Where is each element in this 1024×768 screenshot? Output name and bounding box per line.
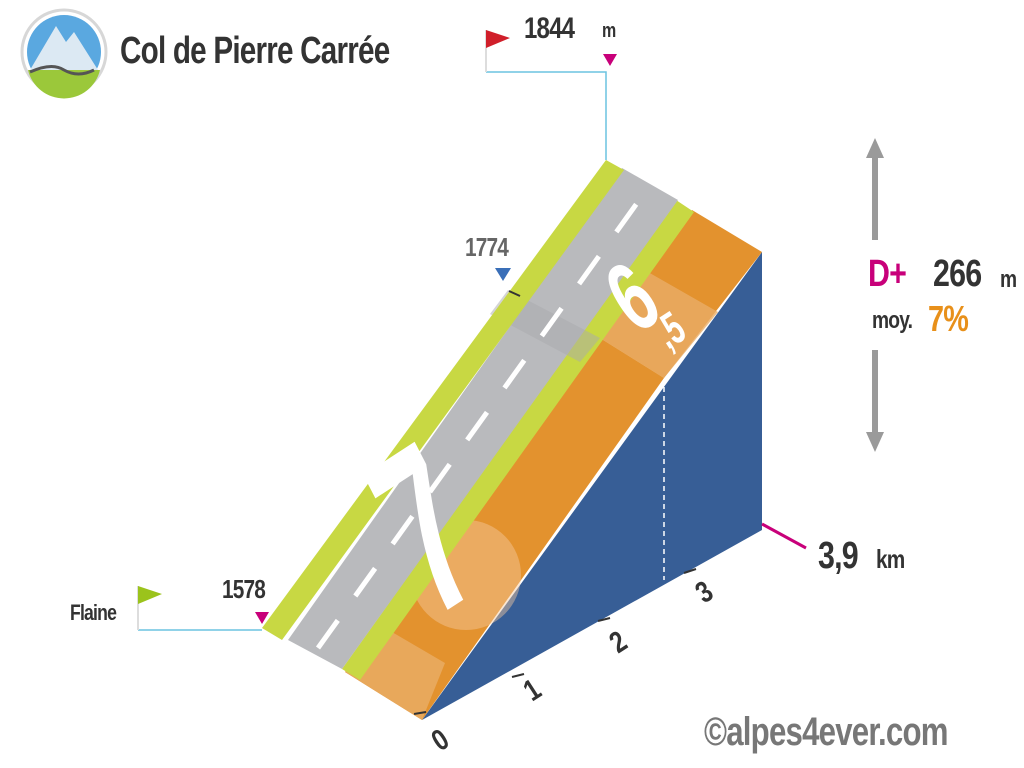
distance-unit: km <box>876 544 905 574</box>
km-tick-0: 0 <box>425 722 455 758</box>
distance-line <box>761 522 807 550</box>
summit-altitude: 1844 <box>524 12 575 45</box>
mountain-logo-icon <box>20 8 108 99</box>
km-tick-2: 2 <box>603 624 633 660</box>
start-name: Flaine <box>70 600 117 625</box>
elevation-gain-label: D+ <box>868 253 907 295</box>
start-marker <box>255 612 269 624</box>
credit[interactable]: ©alpes4ever.com <box>704 710 949 754</box>
km-ticks <box>413 568 697 715</box>
intermediate-marker <box>495 268 511 281</box>
green-flag-icon <box>137 586 162 630</box>
km-tick-3: 3 <box>689 574 719 610</box>
side-wall <box>422 252 762 720</box>
intermediate-altitude: 1774 <box>465 232 509 262</box>
page-title: Col de Pierre Carrée <box>120 30 390 72</box>
road-center-line <box>315 183 653 650</box>
red-flag-icon <box>485 30 510 72</box>
summit-altitude-unit: m <box>602 20 616 42</box>
elevation-gain-value: 266 <box>933 253 982 295</box>
elevation-arrows <box>866 138 884 452</box>
elevation-gain-unit: m <box>1000 266 1017 293</box>
summit-marker <box>603 54 617 66</box>
distance-value: 3,9 <box>818 535 859 577</box>
start-altitude: 1578 <box>222 574 266 604</box>
road-verge-outer <box>262 160 624 640</box>
average-gradient-value: 7% <box>928 298 969 339</box>
gradient-band-lower <box>345 338 664 720</box>
summit-guide-line <box>486 71 607 160</box>
intermediate-tick <box>508 290 521 297</box>
average-gradient-label: moy. <box>872 307 913 334</box>
km-tick-1: 1 <box>517 672 547 708</box>
road-verge-inner <box>342 200 694 680</box>
